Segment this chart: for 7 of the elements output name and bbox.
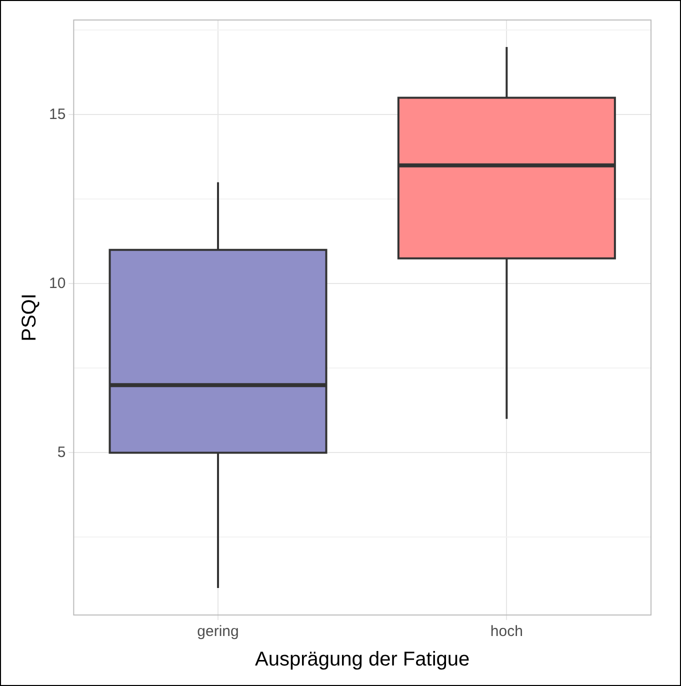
y-axis-title: PSQI: [18, 294, 41, 342]
y-tick-label: 5: [57, 444, 66, 461]
x-axis-title: Ausprägung der Fatigue: [255, 648, 470, 671]
x-tick-label: gering: [197, 623, 239, 640]
y-tick-label: 15: [48, 106, 66, 123]
y-tick-label: 10: [48, 274, 66, 292]
x-tick-label: hoch: [490, 623, 523, 640]
